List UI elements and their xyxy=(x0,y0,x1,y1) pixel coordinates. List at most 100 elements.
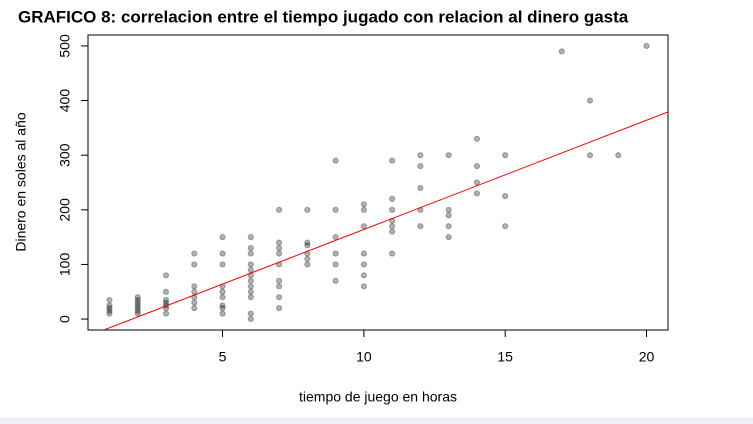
point xyxy=(219,294,226,301)
point xyxy=(134,310,141,317)
point xyxy=(473,190,481,197)
point xyxy=(162,296,170,304)
point xyxy=(134,296,141,304)
point xyxy=(389,250,396,257)
point xyxy=(360,201,367,208)
point xyxy=(586,152,594,159)
point xyxy=(275,294,283,301)
point xyxy=(134,305,141,312)
point xyxy=(360,261,367,268)
point xyxy=(417,223,424,230)
point xyxy=(106,302,113,309)
point xyxy=(502,152,509,159)
point xyxy=(219,302,226,309)
point xyxy=(360,250,367,257)
point xyxy=(304,255,311,263)
point xyxy=(304,206,311,213)
point xyxy=(445,206,452,213)
point xyxy=(191,250,198,257)
point xyxy=(502,223,509,230)
point xyxy=(106,307,113,314)
point xyxy=(417,152,424,159)
point xyxy=(247,283,254,290)
point xyxy=(191,261,198,268)
point xyxy=(389,195,396,202)
point xyxy=(275,277,283,284)
y-tick-label: 200 xyxy=(57,198,73,222)
point xyxy=(275,206,283,213)
x-tick-label: 20 xyxy=(639,349,655,365)
point xyxy=(275,283,283,290)
point xyxy=(219,288,226,295)
y-tick-label: 0 xyxy=(57,315,73,323)
point xyxy=(417,184,424,192)
point xyxy=(106,296,113,304)
point xyxy=(247,310,254,317)
point xyxy=(275,305,283,312)
y-axis-label: Dinero en soles al año xyxy=(13,112,29,252)
page-edge xyxy=(0,418,753,424)
point xyxy=(275,239,283,246)
point xyxy=(332,157,339,164)
point xyxy=(473,135,481,142)
plot-box xyxy=(87,34,669,331)
plot-area xyxy=(102,42,668,330)
x-axis-label: tiempo de juego en horas xyxy=(299,389,457,405)
point xyxy=(134,294,141,301)
point xyxy=(332,234,339,241)
y-tick-label: 300 xyxy=(57,143,73,167)
point xyxy=(162,288,170,295)
point xyxy=(445,234,452,241)
point xyxy=(332,206,339,213)
point xyxy=(106,305,113,312)
point xyxy=(247,288,254,295)
point xyxy=(502,193,509,200)
point xyxy=(162,310,170,317)
x-tick-label: 15 xyxy=(497,349,513,365)
point xyxy=(219,305,226,312)
chart-title: GRAFICO 8: correlacion entre el tiempo j… xyxy=(18,7,629,26)
point xyxy=(134,307,141,314)
point xyxy=(304,239,311,246)
point xyxy=(473,179,481,186)
point xyxy=(332,277,339,284)
y-tick-label: 100 xyxy=(57,253,73,277)
y-tick-label: 400 xyxy=(57,89,73,113)
point xyxy=(247,261,254,268)
point xyxy=(191,283,198,290)
point xyxy=(389,157,396,164)
point xyxy=(615,152,622,159)
point xyxy=(445,212,452,219)
point xyxy=(191,299,198,306)
point xyxy=(332,261,339,268)
point xyxy=(247,294,254,301)
point xyxy=(275,250,283,257)
point xyxy=(473,163,481,170)
x-tick-label: 10 xyxy=(356,349,372,365)
point xyxy=(191,305,198,312)
point xyxy=(134,299,141,306)
point xyxy=(445,152,452,159)
point xyxy=(247,250,254,257)
point xyxy=(586,97,594,104)
point xyxy=(304,261,311,268)
point xyxy=(191,288,198,295)
point xyxy=(643,42,650,50)
point xyxy=(389,223,396,230)
point xyxy=(304,242,311,249)
point xyxy=(417,163,424,170)
point xyxy=(219,234,226,241)
point xyxy=(162,299,170,306)
point xyxy=(275,244,283,252)
y-tick-label: 500 xyxy=(57,34,73,58)
point xyxy=(445,223,452,230)
point xyxy=(247,277,254,284)
point xyxy=(389,228,396,235)
regression-line xyxy=(102,111,668,330)
point xyxy=(219,310,226,317)
x-tick-label: 5 xyxy=(219,349,227,365)
point xyxy=(247,234,254,241)
point xyxy=(360,223,367,230)
point xyxy=(219,261,226,268)
